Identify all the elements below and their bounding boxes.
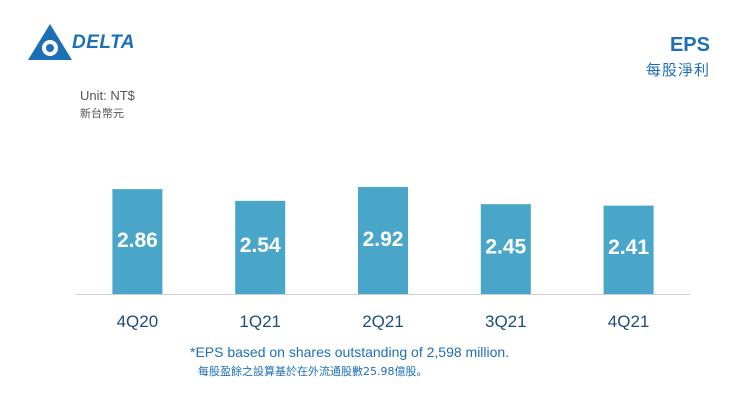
bar-value-label: 2.45 <box>485 236 526 259</box>
x-tick-label: 4Q21 <box>608 312 650 331</box>
bar-1Q21 <box>235 200 286 294</box>
footnote-zh: 每股盈餘之設算基於在外流通股數25.98億股。 <box>198 365 428 378</box>
unit-label: Unit: NT$ 新台幣元 <box>80 88 135 121</box>
x-tick-label: 1Q21 <box>239 312 281 331</box>
bar-2Q21 <box>358 186 408 294</box>
footnote: *EPS based on shares outstanding of 2,59… <box>190 344 509 379</box>
delta-logo <box>28 24 72 60</box>
bar-value-label: 2.54 <box>240 234 281 257</box>
bar-value-label: 2.41 <box>608 236 649 259</box>
title-zh: 每股淨利 <box>645 61 710 79</box>
brand-name: DELTA <box>72 32 136 53</box>
bar-4Q20 <box>112 189 163 294</box>
x-tick-label: 4Q20 <box>117 312 159 331</box>
bar-value-label: 2.86 <box>117 229 158 252</box>
footnote-en: *EPS based on shares outstanding of 2,59… <box>190 344 510 360</box>
x-tick-label: 3Q21 <box>485 312 527 331</box>
page-title: EPS 每股淨利 <box>646 34 710 80</box>
bar-4Q21 <box>603 205 654 294</box>
x-tick-label: 2Q21 <box>362 312 404 331</box>
title-en: EPS <box>669 34 710 56</box>
unit-en: Unit: NT$ <box>80 88 135 103</box>
bar-3Q21 <box>480 204 531 294</box>
unit-zh: 新台幣元 <box>80 107 124 120</box>
bar-value-label: 2.92 <box>363 228 404 251</box>
